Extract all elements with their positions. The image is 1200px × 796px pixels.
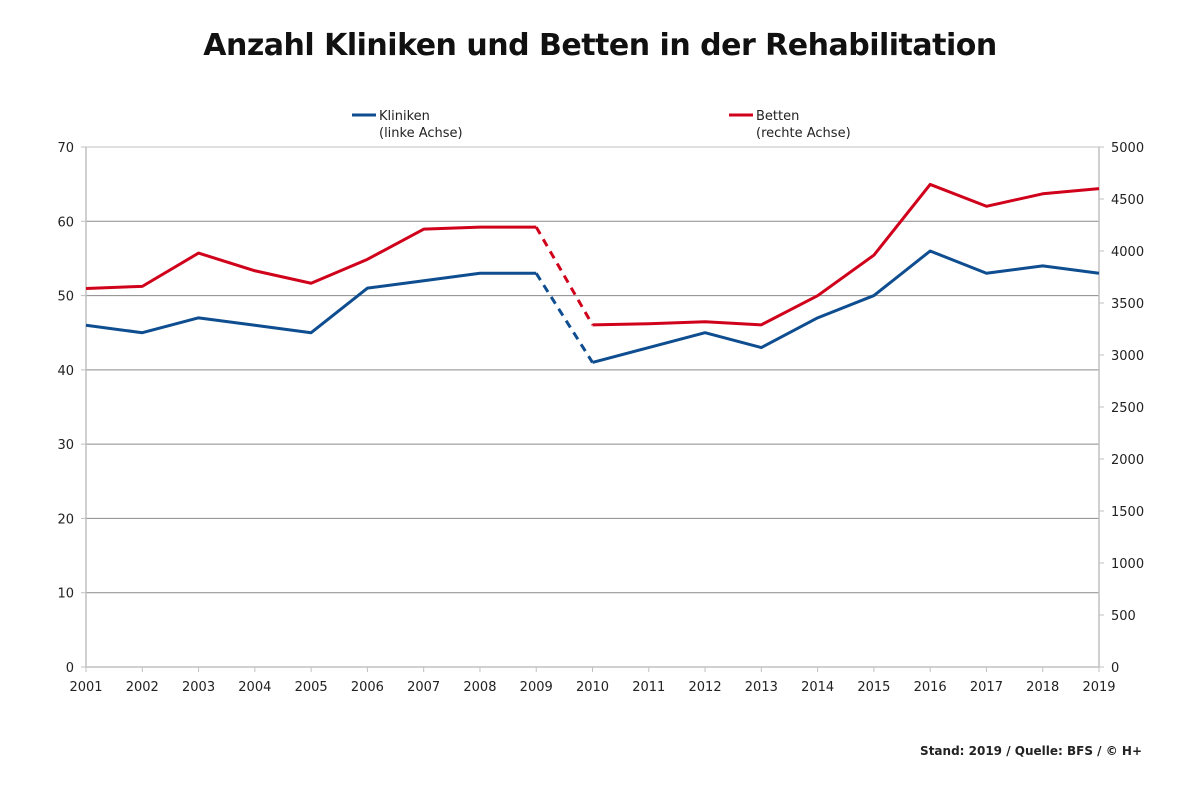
x-tick-label: 2010: [576, 680, 609, 695]
x-tick-label: 2012: [689, 680, 722, 695]
x-tick-label: 2004: [238, 680, 271, 695]
right-tick-label: 1000: [1111, 557, 1144, 572]
x-tick-label: 2017: [970, 680, 1003, 695]
x-tick-label: 2014: [801, 680, 834, 695]
x-tick-label: 2016: [914, 680, 947, 695]
legend-sublabel-kliniken: (linke Achse): [379, 126, 463, 141]
x-tick-label: 2018: [1026, 680, 1059, 695]
betten-line-dashed: [534, 226, 594, 326]
kliniken-line-part2: [592, 249, 1100, 364]
right-tick-label: 4500: [1111, 193, 1144, 208]
left-tick-label: 20: [57, 512, 74, 527]
x-tick-label: 2001: [69, 680, 102, 695]
legend: Kliniken (linke Achse) Betten (rechte Achse…: [352, 109, 851, 141]
betten-line-part1: [85, 225, 537, 290]
right-tick-label: 2000: [1111, 453, 1144, 468]
left-tick-label: 0: [66, 661, 74, 676]
legend-label-betten: Betten: [756, 109, 799, 124]
left-tick-label: 30: [57, 438, 74, 453]
x-tick-label: 2009: [520, 680, 553, 695]
chart-title: Anzahl Kliniken und Betten in der Rehabi…: [203, 28, 997, 63]
left-tick-label: 10: [57, 587, 74, 602]
right-tick-label: 5000: [1111, 141, 1144, 156]
legend-label-kliniken: Kliniken: [379, 109, 430, 124]
legend-sublabel-betten: (rechte Achse): [756, 126, 851, 141]
x-tick-label: 2005: [295, 680, 328, 695]
right-tick-label: 500: [1111, 609, 1136, 624]
right-tick-label: 4000: [1111, 245, 1144, 260]
x-tick-label: 2019: [1082, 680, 1115, 695]
betten-line-part2: [592, 182, 1100, 327]
x-tick-label: 2002: [126, 680, 159, 695]
right-tick-label: 2500: [1111, 401, 1144, 416]
x-tick-label: 2013: [745, 680, 778, 695]
x-tick-label: 2003: [182, 680, 215, 695]
right-tick-label: 3000: [1111, 349, 1144, 364]
x-tick-label: 2007: [407, 680, 440, 695]
grid-lines: [86, 146, 1099, 594]
axes: 0 10 20 30 40 50 60 70 0 500 1000 1500 2000 2500 3000 3…: [57, 141, 1144, 695]
right-tick-label: 0: [1111, 661, 1119, 676]
right-tick-label: 1500: [1111, 505, 1144, 520]
series-lines: [85, 182, 1100, 364]
left-tick-label: 50: [57, 290, 74, 305]
x-tick-label: 2015: [857, 680, 890, 695]
source-note: Stand: 2019 / Quelle: BFS / © H+: [920, 744, 1142, 758]
left-tick-label: 70: [57, 141, 74, 156]
x-tick-label: 2008: [463, 680, 496, 695]
left-tick-label: 40: [57, 364, 74, 379]
kliniken-line-dashed: [534, 272, 594, 364]
x-tick-label: 2011: [632, 680, 665, 695]
left-tick-label: 60: [57, 215, 74, 230]
right-tick-label: 3500: [1111, 297, 1144, 312]
x-tick-label: 2006: [351, 680, 384, 695]
